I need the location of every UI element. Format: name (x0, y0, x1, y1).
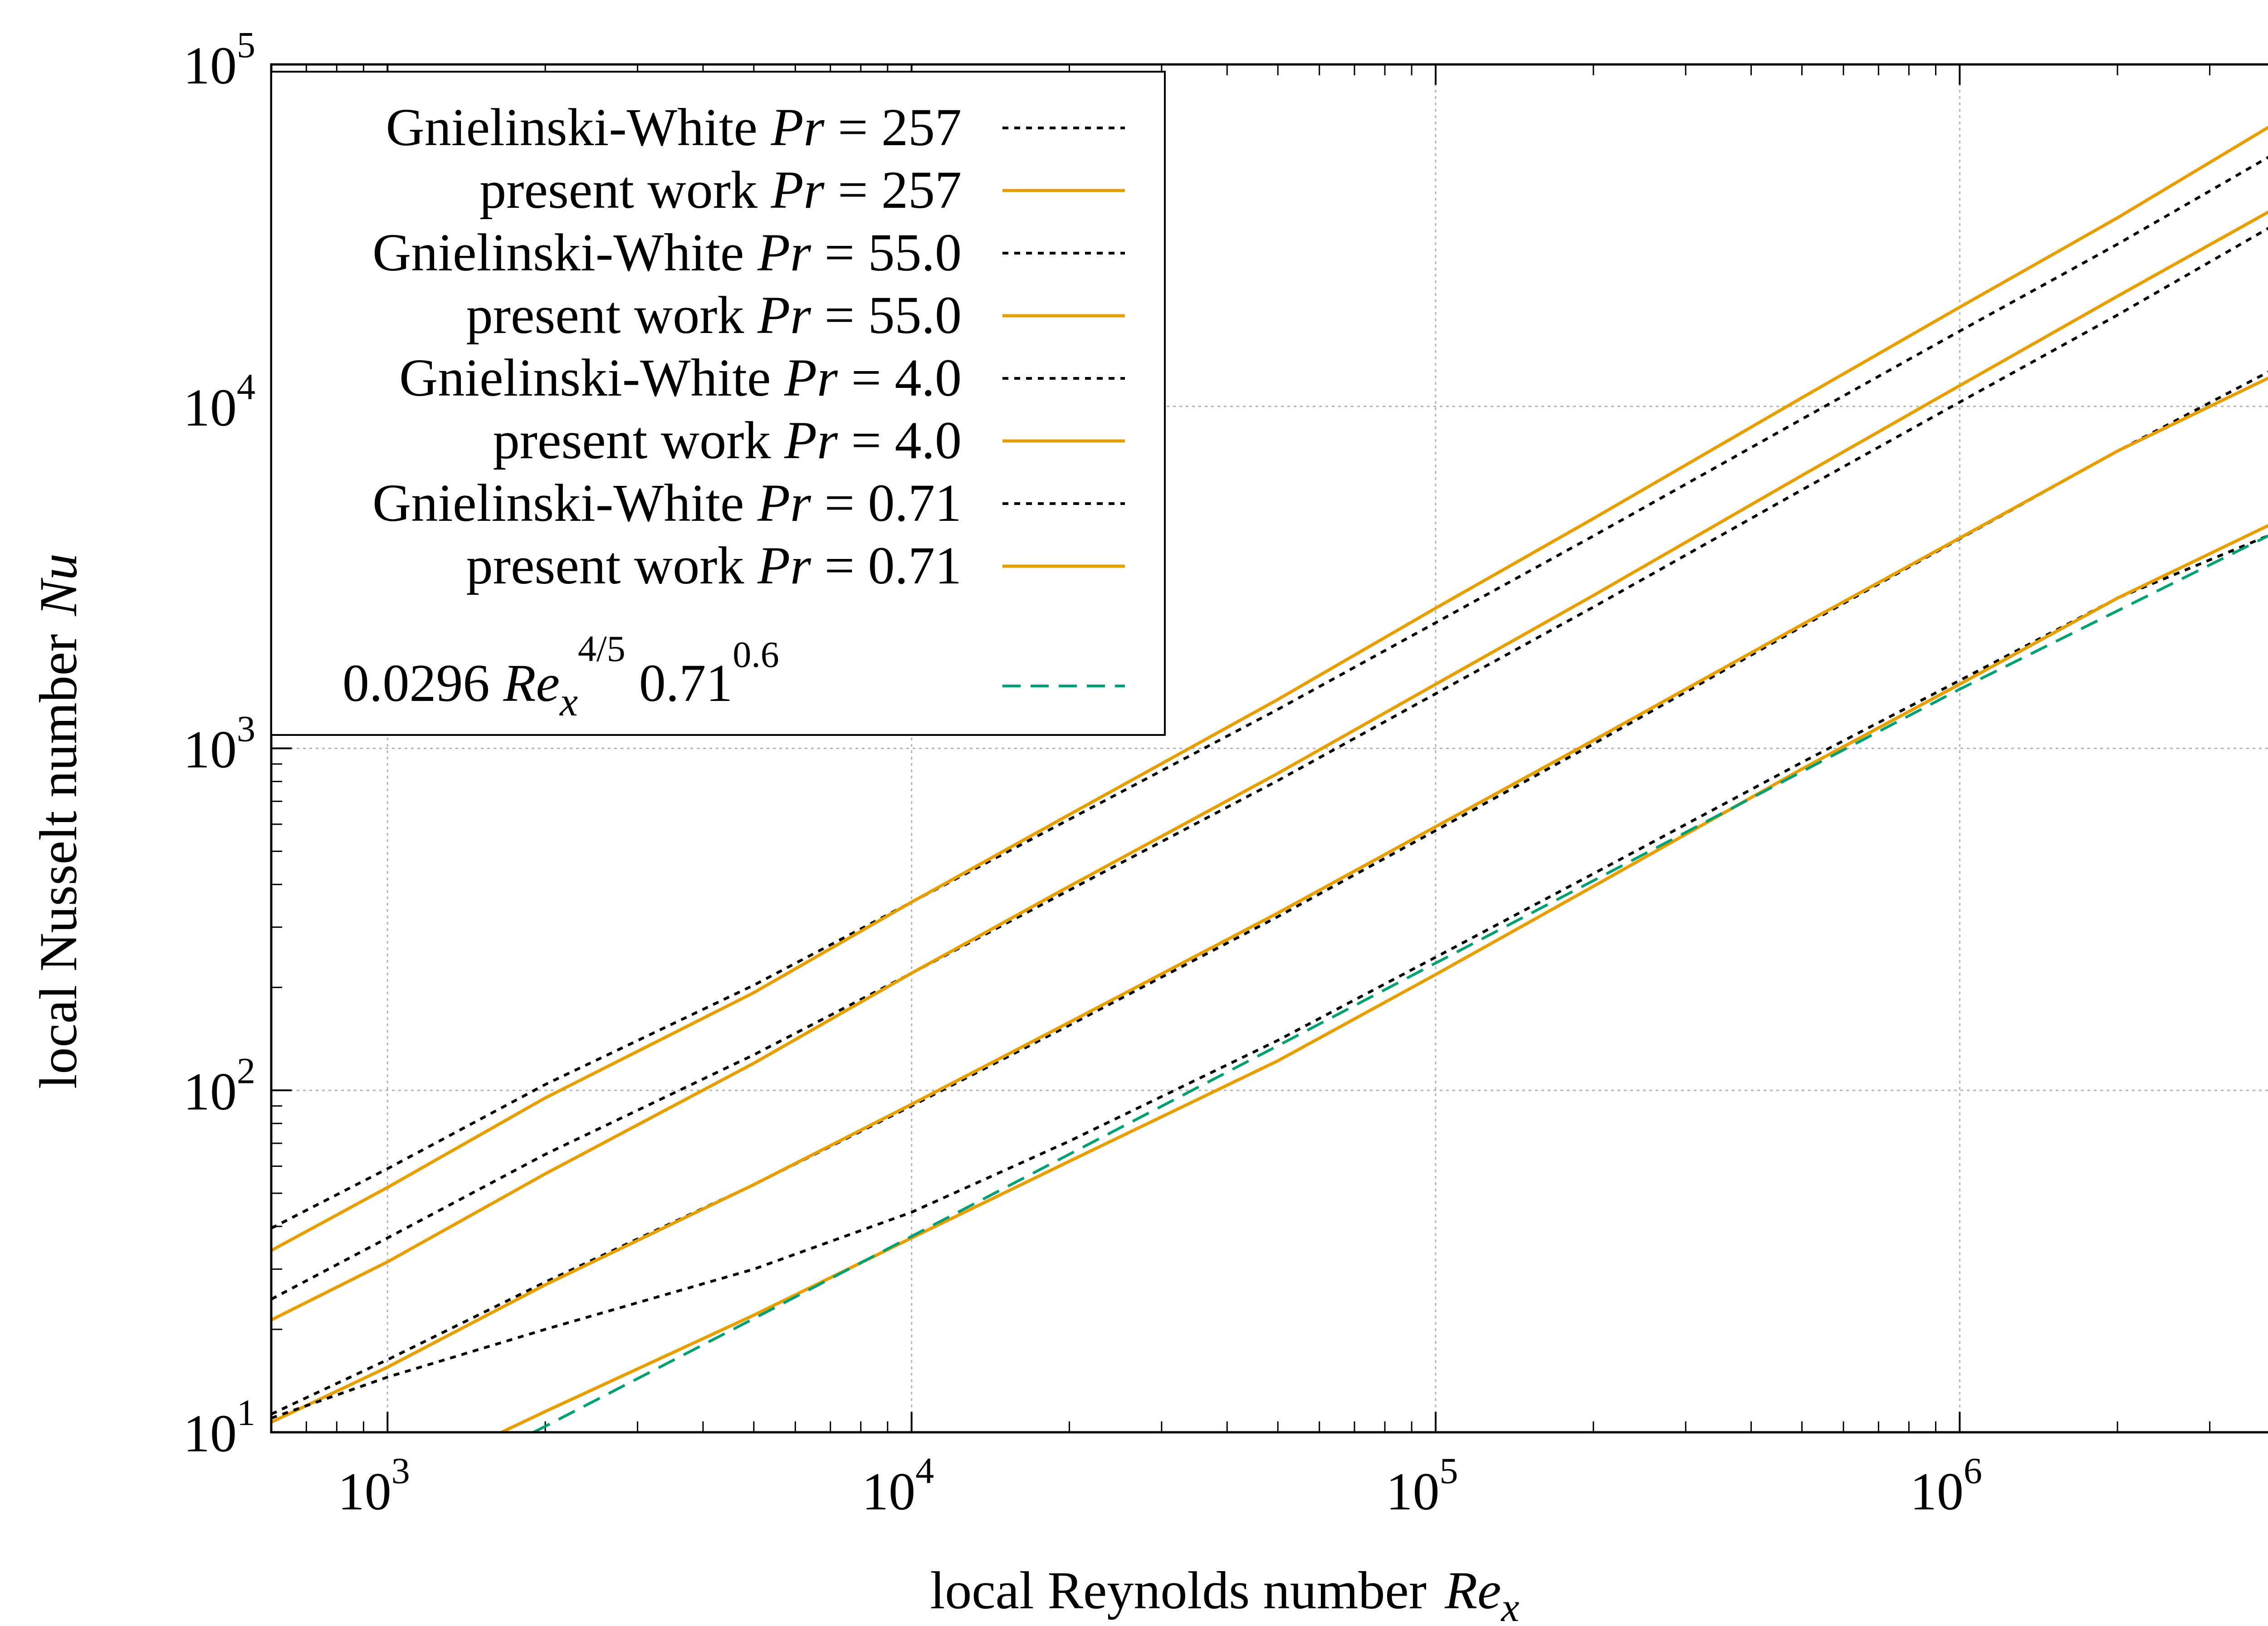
legend-formula-label: 0.0296 Rex4/5 0.710.6 (342, 628, 779, 725)
y-axis-title-text: local Nusselt number (29, 634, 88, 1089)
x-axis-title-text: local Reynolds number (930, 1561, 1427, 1620)
legend-formula-symbol: Re (503, 653, 560, 713)
legend-box (270, 71, 1166, 736)
legend-entry: Gnielinski-White Pr = 4.0 (399, 348, 1125, 407)
legend-entry: present work Pr = 257 (479, 160, 1125, 220)
x-tick-labels: 103 104 105 106 (338, 1450, 1982, 1521)
series-line-dotted-pr-0.71 (271, 534, 2268, 1420)
series-line-solid-pr-4.0 (271, 376, 2268, 1424)
y-axis-title: local Nusselt number Nu (29, 553, 88, 1089)
series-line-solid-pr-257 (271, 126, 2268, 1252)
legend-entry: Gnielinski-White Pr = 257 (386, 98, 1125, 157)
legend-formula-coefficient: 0.0296 (342, 653, 490, 713)
y-tick-label: 104 (183, 366, 255, 437)
legend-entry-label: Gnielinski-White Pr = 55.0 (372, 223, 962, 282)
x-axis-symbol: Re (1444, 1561, 1501, 1620)
x-axis-title: local Reynolds number Rex (930, 1561, 1520, 1626)
legend-entry: present work Pr = 4.0 (493, 411, 1125, 470)
legend-formula-exponent: 4/5 (578, 628, 626, 669)
legend-entry-label: present work Pr = 257 (479, 160, 962, 220)
legend-entry-label: present work Pr = 0.71 (466, 536, 962, 595)
legend-entry: present work Pr = 55.0 (466, 285, 1125, 345)
y-tick-label: 103 (183, 708, 255, 779)
y-tick-labels: 101 102 103 104 105 (183, 24, 255, 1463)
series-line-dashed-correlation (533, 534, 2268, 1432)
x-tick-label: 103 (338, 1450, 410, 1521)
legend-entry-label: present work Pr = 4.0 (493, 411, 962, 470)
x-tick-label: 105 (1386, 1450, 1458, 1521)
plot-frame (270, 63, 2268, 1434)
legend-entry-label: Gnielinski-White Pr = 0.71 (372, 473, 962, 533)
y-tick-label: 105 (183, 24, 255, 95)
y-tick-label: 101 (183, 1392, 255, 1463)
series-line-solid-pr-0.71 (501, 524, 2268, 1432)
series-line-dotted-pr-55.0 (271, 227, 2268, 1301)
series-line-dotted-pr-257 (271, 156, 2268, 1229)
y-tick-label: 102 (183, 1050, 255, 1121)
legend-formula-entry: 0.0296 Rex4/5 0.710.6 (342, 628, 1125, 725)
y-axis-symbol: Nu (29, 553, 88, 617)
legend-entry-label: Gnielinski-White Pr = 4.0 (399, 348, 962, 407)
legend-formula-base: 0.71 (639, 653, 733, 713)
legend-entry: Gnielinski-White Pr = 55.0 (372, 223, 1125, 282)
series-line-solid-pr-55.0 (271, 210, 2268, 1322)
legend-formula-subscript: x (559, 680, 578, 725)
legend-entry: Gnielinski-White Pr = 0.71 (372, 473, 1125, 533)
legend-entry-label: Gnielinski-White Pr = 257 (386, 98, 962, 157)
legend-formula-base-exponent: 0.6 (733, 634, 779, 675)
legend-entry: present work Pr = 0.71 (466, 536, 1125, 595)
x-tick-label: 104 (862, 1450, 934, 1521)
legend-entry-label: present work Pr = 55.0 (466, 285, 962, 345)
x-tick-label: 106 (1910, 1450, 1982, 1521)
x-axis-subscript: x (1501, 1585, 1520, 1626)
series-lines (271, 126, 2268, 1432)
